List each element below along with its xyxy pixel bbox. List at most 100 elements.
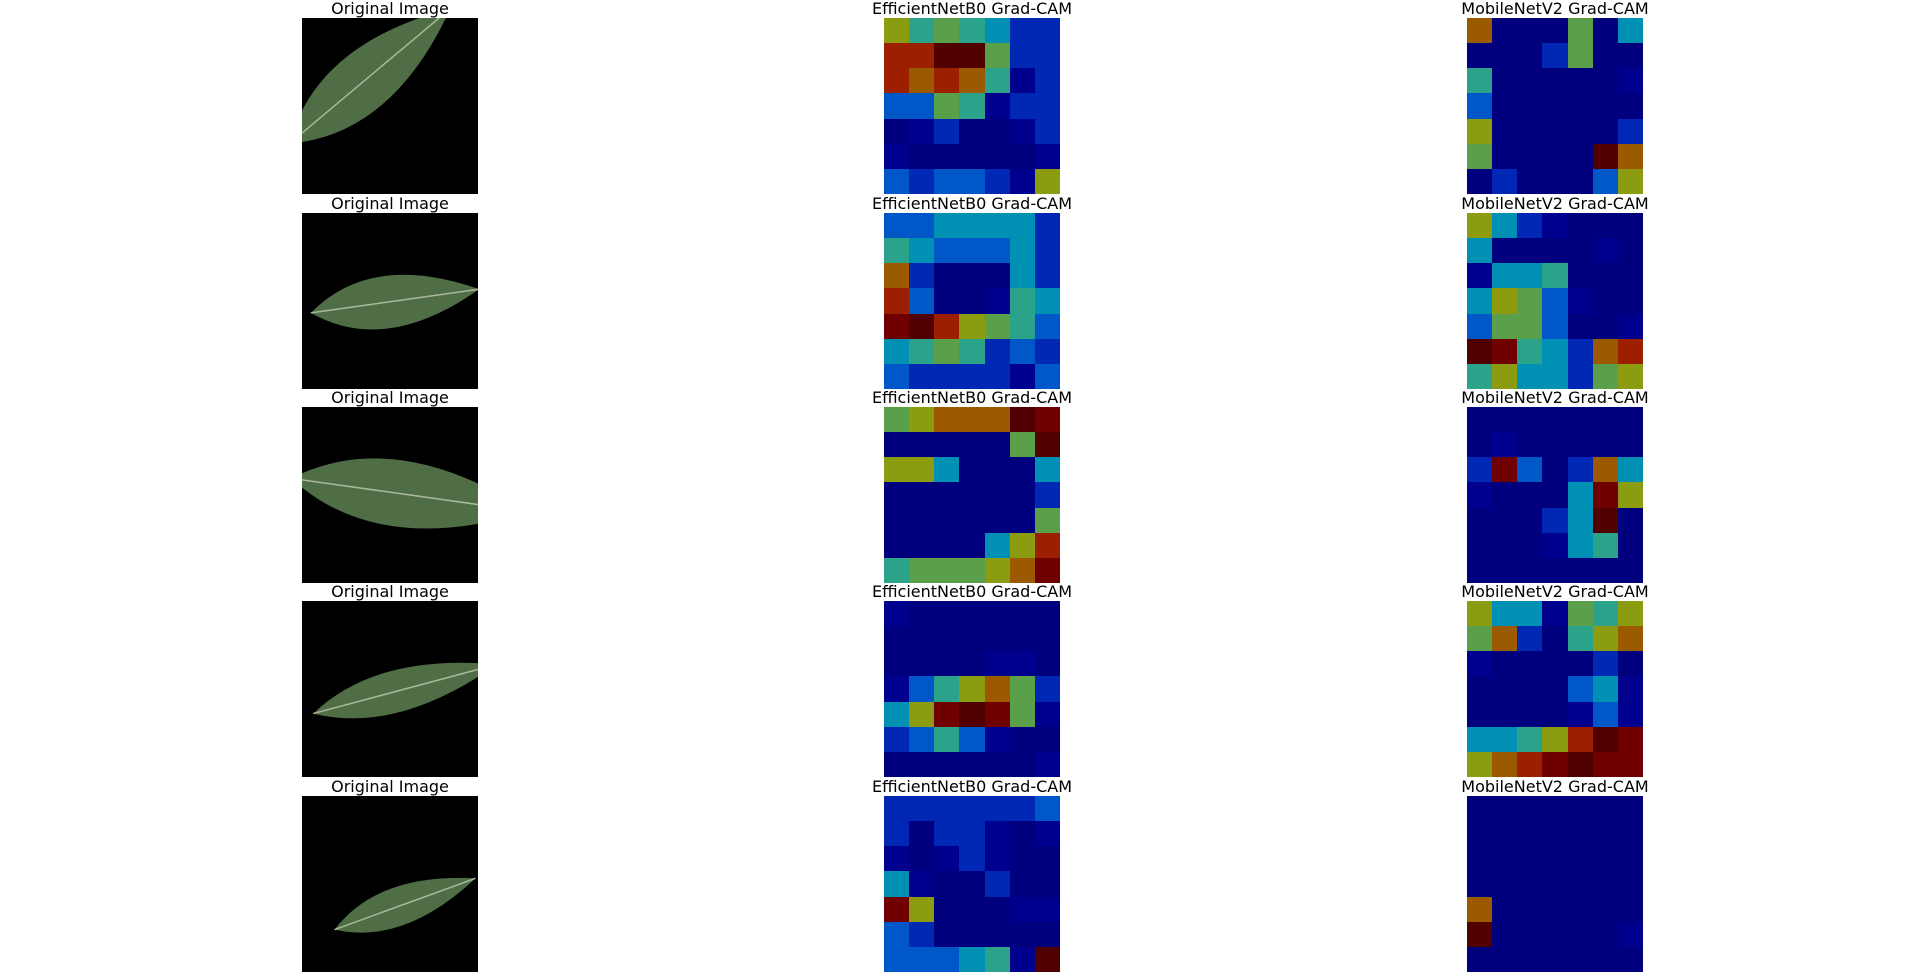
heatmap-cell [1567, 921, 1594, 948]
heatmap-cell [1467, 43, 1493, 69]
mobilenet-gradcam-title: MobileNetV2 Grad-CAM [1461, 777, 1649, 796]
heatmap-cell [1009, 143, 1036, 170]
heatmap-cell [984, 68, 1011, 94]
heatmap-cell [909, 507, 935, 534]
heatmap-cell [1542, 263, 1569, 289]
heatmap-cell [934, 213, 960, 239]
heatmap-cell [1467, 676, 1493, 703]
heatmap-cell [1617, 168, 1644, 195]
heatmap-cell [1034, 796, 1061, 822]
original-leaf-image [302, 601, 478, 777]
heatmap-cell [1034, 313, 1061, 340]
heatmap-cell [1542, 482, 1569, 509]
heatmap-cell [1617, 407, 1644, 433]
heatmap-cell [909, 482, 935, 509]
heatmap-cell [934, 338, 960, 365]
heatmap-cell [1467, 651, 1493, 677]
heatmap-cell [1542, 457, 1569, 483]
heatmap-cell [984, 921, 1011, 948]
heatmap-cell [909, 726, 935, 753]
heatmap-cell [1517, 18, 1543, 44]
heatmap-cell [1467, 921, 1493, 948]
heatmap-cell [1492, 313, 1518, 340]
heatmap-cell [1467, 288, 1493, 315]
leaf-picture [302, 458, 478, 529]
leaf-shape [302, 458, 478, 529]
heatmap-cell [984, 846, 1011, 872]
heatmap-cell [934, 288, 960, 315]
heatmap-cell [884, 796, 910, 822]
heatmap-cell [1034, 751, 1061, 778]
heatmap-cell [1034, 871, 1061, 898]
heatmap-cell [1492, 213, 1518, 239]
heatmap-cell [909, 43, 935, 69]
heatmap-cell [959, 118, 986, 145]
heatmap-cell [1517, 238, 1543, 264]
heatmap-cell [984, 238, 1011, 264]
heatmap-cell [959, 482, 986, 509]
heatmap-cell [984, 871, 1011, 898]
heatmap-cell [1467, 338, 1493, 365]
heatmap-cell [909, 626, 935, 652]
heatmap-cell [1517, 457, 1543, 483]
heatmap-cell [984, 213, 1011, 239]
mobilenet-gradcam-heatmap [1467, 18, 1644, 195]
heatmap-cell [909, 93, 935, 120]
leaf-picture [302, 18, 451, 145]
heatmap-cell [1517, 871, 1543, 898]
heatmap-cell [1542, 896, 1569, 923]
heatmap-cell [884, 238, 910, 264]
heatmap-cell [984, 168, 1011, 195]
heatmap-cell [1467, 18, 1493, 44]
heatmap-cell [1542, 846, 1569, 872]
heatmap-cell [884, 921, 910, 948]
heatmap-cell [1542, 796, 1569, 822]
heatmap-cell [884, 946, 910, 972]
heatmap-cell [984, 482, 1011, 509]
heatmap-cell [1567, 288, 1594, 315]
heatmap-cell [1034, 407, 1061, 433]
heatmap-cell [1009, 651, 1036, 677]
heatmap-cell [1542, 946, 1569, 972]
heatmap-cell [909, 532, 935, 559]
heatmap-cell [1517, 432, 1543, 458]
heatmap-cell [1009, 168, 1036, 195]
heatmap-cell [1492, 168, 1518, 195]
heatmap-cell [1034, 557, 1061, 584]
heatmap-cell [884, 213, 910, 239]
heatmap-cell [884, 313, 910, 340]
heatmap-cell [1592, 896, 1619, 923]
heatmap-cell [934, 143, 960, 170]
heatmap-cell [1567, 263, 1594, 289]
heatmap-cell [984, 18, 1011, 44]
heatmap-cell [1617, 676, 1644, 703]
heatmap-cell [1542, 676, 1569, 703]
heatmap-cell [959, 726, 986, 753]
heatmap-cell [1567, 363, 1594, 390]
heatmap-cell [959, 407, 986, 433]
heatmap-cell [909, 263, 935, 289]
heatmap-cell [909, 18, 935, 44]
heatmap-cell [884, 93, 910, 120]
original-image-title: Original Image [331, 194, 449, 213]
heatmap-cell [1492, 846, 1518, 872]
heatmap-cell [1009, 213, 1036, 239]
leaf-vein [302, 18, 451, 145]
heatmap-cell [1517, 846, 1543, 872]
heatmap-cell [959, 432, 986, 458]
heatmap-cell [1617, 457, 1644, 483]
heatmap-cell [1542, 921, 1569, 948]
heatmap-cell [1567, 68, 1594, 94]
heatmap-cell [1542, 726, 1569, 753]
efficientnet-gradcam-heatmap [884, 213, 1061, 390]
heatmap-cell [1517, 482, 1543, 509]
heatmap-cell [884, 168, 910, 195]
heatmap-cell [909, 118, 935, 145]
heatmap-cell [1517, 601, 1543, 627]
heatmap-cell [909, 921, 935, 948]
heatmap-cell [884, 18, 910, 44]
heatmap-cell [884, 288, 910, 315]
heatmap-cell [1034, 43, 1061, 69]
heatmap-cell [1492, 93, 1518, 120]
heatmap-cell [1467, 846, 1493, 872]
